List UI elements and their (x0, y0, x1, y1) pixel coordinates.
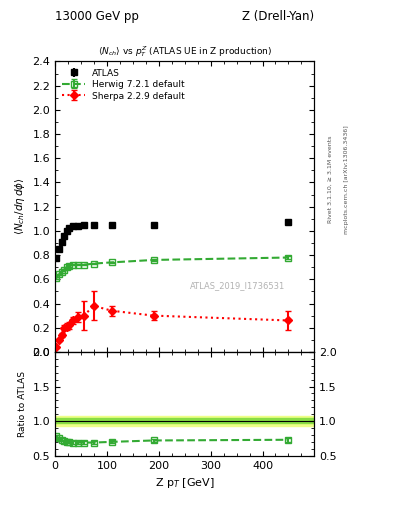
Text: 13000 GeV pp: 13000 GeV pp (55, 10, 139, 23)
Y-axis label: Ratio to ATLAS: Ratio to ATLAS (18, 371, 27, 437)
Y-axis label: $\langle N_{ch}/d\eta\, d\phi\rangle$: $\langle N_{ch}/d\eta\, d\phi\rangle$ (13, 178, 27, 236)
X-axis label: Z p$_T$ [GeV]: Z p$_T$ [GeV] (155, 476, 215, 490)
Legend: ATLAS, Herwig 7.2.1 default, Sherpa 2.2.9 default: ATLAS, Herwig 7.2.1 default, Sherpa 2.2.… (59, 66, 187, 103)
Text: mcplots.cern.ch [arXiv:1306.3436]: mcplots.cern.ch [arXiv:1306.3436] (344, 125, 349, 233)
Text: Z (Drell-Yan): Z (Drell-Yan) (242, 10, 314, 23)
Text: Rivet 3.1.10, ≥ 3.1M events: Rivet 3.1.10, ≥ 3.1M events (328, 136, 333, 223)
Text: $\langle N_{ch}\rangle$ vs $p^Z_T$ (ATLAS UE in Z production): $\langle N_{ch}\rangle$ vs $p^Z_T$ (ATLA… (97, 44, 272, 58)
Text: ATLAS_2019_I1736531: ATLAS_2019_I1736531 (190, 281, 285, 290)
